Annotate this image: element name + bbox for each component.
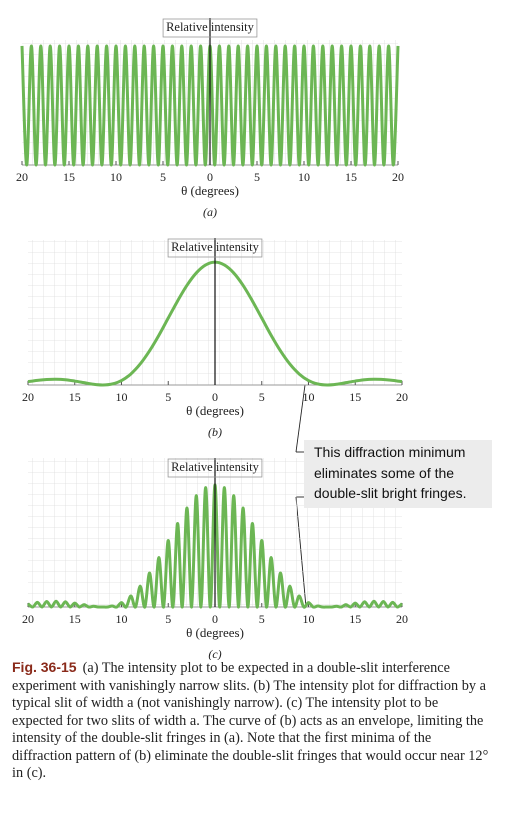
x-tick-label: 20 <box>392 170 404 184</box>
x-tick-label: 15 <box>349 612 361 626</box>
x-tick-label: 0 <box>212 390 218 404</box>
x-tick-label: 5 <box>165 390 171 404</box>
x-axis-label: θ (degrees) <box>186 403 244 418</box>
y-axis-label: Relative intensity <box>171 460 260 474</box>
x-axis-label: θ (degrees) <box>181 183 239 198</box>
panel-label: (b) <box>208 425 222 439</box>
x-tick-label: 5 <box>165 612 171 626</box>
x-tick-label: 10 <box>116 612 128 626</box>
caption-text: (a) The intensity plot to be expected in… <box>12 660 489 781</box>
x-tick-label: 5 <box>259 612 265 626</box>
x-tick-label: 5 <box>259 390 265 404</box>
y-axis-label: Relative intensity <box>171 240 260 254</box>
annotation-line: This diffraction minimum <box>314 444 466 460</box>
x-tick-label: 20 <box>16 170 28 184</box>
x-tick-label: 10 <box>116 390 128 404</box>
x-tick-label: 15 <box>69 612 81 626</box>
x-tick-label: 0 <box>212 612 218 626</box>
x-tick-label: 10 <box>303 390 315 404</box>
annotation-leader <box>295 384 306 453</box>
x-tick-label: 20 <box>396 390 408 404</box>
caption: Fig. 36-15 (a) The intensity plot to be e… <box>12 659 490 783</box>
annotation: This diffraction minimum eliminates some… <box>304 440 492 508</box>
x-axis-label: θ (degrees) <box>186 625 244 640</box>
x-tick-label: 10 <box>303 612 315 626</box>
x-tick-label: 10 <box>298 170 310 184</box>
x-tick-label: 0 <box>207 170 213 184</box>
annotation-line: eliminates some of the <box>314 464 455 481</box>
x-tick-label: 15 <box>69 390 81 404</box>
y-axis-label-box <box>167 458 263 478</box>
x-tick-label: 20 <box>396 612 408 626</box>
y-axis-label: Relative intensity <box>166 20 255 34</box>
x-tick-label: 15 <box>349 390 361 404</box>
x-tick-label: 10 <box>110 170 122 184</box>
x-tick-label: 20 <box>22 390 34 404</box>
x-tick-label: 15 <box>345 170 357 184</box>
annotation-line: double-slit bright fringes. <box>314 485 467 501</box>
y-axis-label-box <box>162 18 258 38</box>
panel-label: (a) <box>203 205 217 219</box>
x-tick-label: 15 <box>63 170 75 184</box>
x-tick-label: 5 <box>254 170 260 184</box>
panel-label: (c) <box>208 647 221 660</box>
figure: 20 15 10 5 0 5 10 15 20 Relative intensity θ (degr… <box>16 18 408 660</box>
x-tick-label: 5 <box>160 170 166 184</box>
y-axis-label-box <box>167 238 263 258</box>
caption-label: Fig. 36-15 <box>12 659 77 675</box>
x-tick-label: 20 <box>22 612 34 626</box>
